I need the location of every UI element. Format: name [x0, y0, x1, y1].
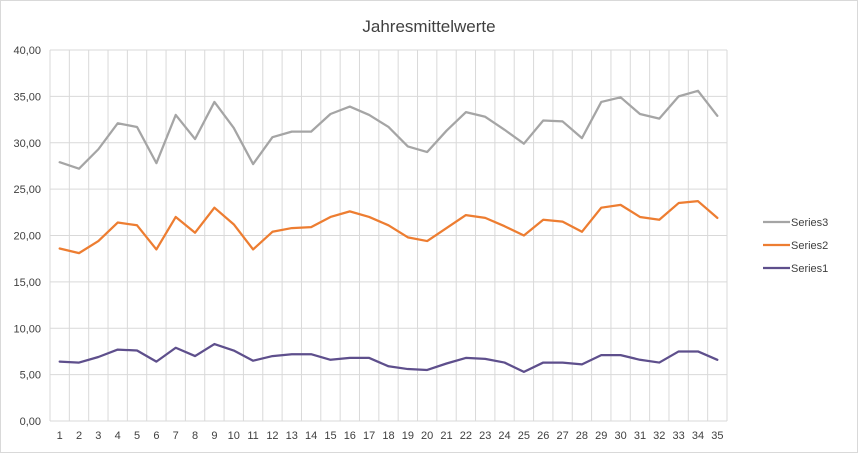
x-tick-label: 8 [192, 430, 198, 442]
series-line-series1 [58, 342, 719, 373]
x-tick-label: 31 [634, 430, 646, 442]
x-tick-label: 1 [57, 430, 63, 442]
y-tick-label: 25,00 [13, 184, 41, 196]
x-tick-label: 9 [211, 430, 217, 442]
x-tick-label: 24 [498, 430, 510, 442]
series-line-series3 [58, 89, 719, 170]
y-tick-label: 35,00 [13, 91, 41, 103]
x-tick-label: 19 [402, 430, 414, 442]
x-tick-label: 25 [518, 430, 530, 442]
x-tick-label: 22 [460, 430, 472, 442]
y-tick-label: 30,00 [13, 138, 41, 150]
x-tick-label: 20 [421, 430, 433, 442]
y-tick-label: 5,00 [20, 370, 41, 382]
legend-label: Series1 [791, 263, 828, 275]
y-tick-label: 15,00 [13, 277, 41, 289]
x-tick-label: 11 [247, 430, 258, 442]
y-tick-label: 40,00 [13, 45, 41, 57]
y-tick-label: 20,00 [13, 231, 41, 243]
y-tick-label: 0,00 [20, 416, 41, 428]
x-tick-label: 26 [537, 430, 549, 442]
x-tick-label: 12 [266, 430, 278, 442]
x-tick-label: 15 [324, 430, 336, 442]
series-line-series2 [58, 200, 719, 255]
x-tick-label: 27 [556, 430, 568, 442]
x-tick-label: 4 [115, 430, 121, 442]
x-tick-label: 21 [440, 430, 452, 442]
x-tick-label: 13 [286, 430, 298, 442]
x-tick-label: 2 [76, 430, 82, 442]
x-tick-label: 29 [595, 430, 607, 442]
x-tick-label: 17 [363, 430, 375, 442]
x-tick-label: 3 [95, 430, 101, 442]
x-tick-label: 5 [134, 430, 140, 442]
x-tick-label: 6 [153, 430, 159, 442]
x-tick-label: 30 [614, 430, 626, 442]
x-tick-label: 28 [576, 430, 588, 442]
chart-title: Jahresmittelwerte [362, 17, 496, 36]
x-tick-label: 10 [228, 430, 240, 442]
x-tick-label: 23 [479, 430, 491, 442]
x-tick-label: 16 [344, 430, 356, 442]
x-tick-label: 33 [673, 430, 685, 442]
x-tick-label: 34 [692, 430, 704, 442]
x-tick-label: 14 [305, 430, 317, 442]
legend-label: Series2 [791, 240, 828, 252]
x-tick-label: 18 [382, 430, 394, 442]
legend-label: Series3 [791, 217, 828, 229]
x-tick-label: 35 [711, 430, 723, 442]
x-tick-label: 7 [173, 430, 179, 442]
y-tick-label: 10,00 [13, 323, 41, 335]
x-tick-label: 32 [653, 430, 665, 442]
